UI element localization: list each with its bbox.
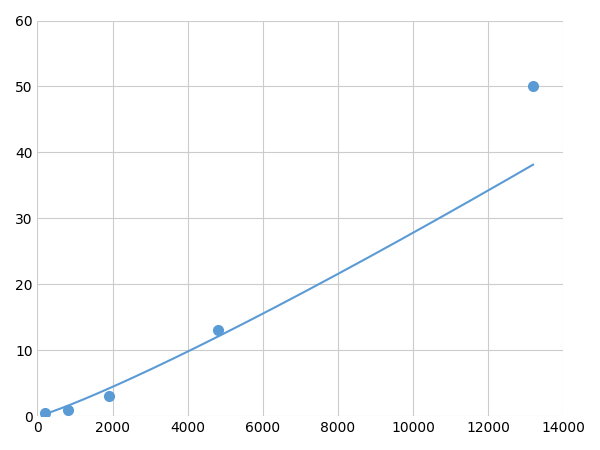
Point xyxy=(40,409,50,416)
Point xyxy=(213,327,223,334)
Point xyxy=(63,406,73,413)
Point xyxy=(528,83,538,90)
Point xyxy=(104,393,113,400)
